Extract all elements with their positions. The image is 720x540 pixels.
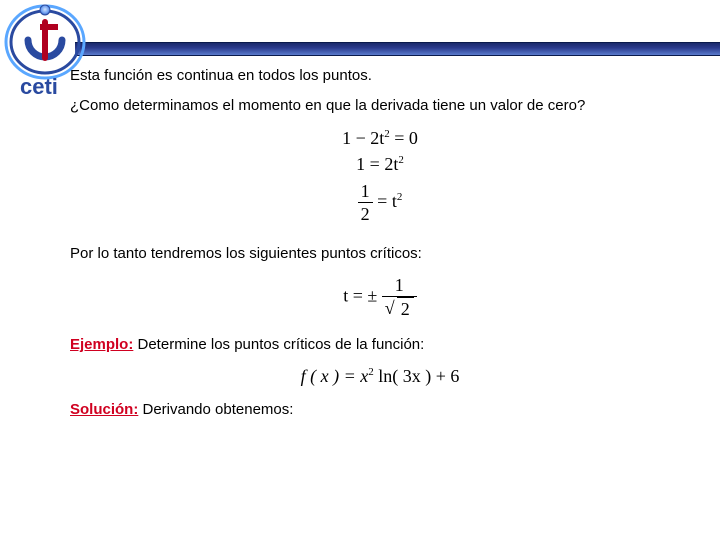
equation-1: 1 − 2t2 = 0	[70, 127, 690, 150]
equation-5: f ( x ) = x2 ln( 3x ) + 6	[70, 365, 690, 388]
para-continuous: Esta función es continua en todos los pu…	[70, 66, 690, 86]
equation-2: 1 = 2t2	[70, 153, 690, 176]
solucion-label: Solución:	[70, 401, 138, 418]
ejemplo-label: Ejemplo:	[70, 336, 133, 353]
para-critical-points: Por lo tanto tendremos los siguientes pu…	[70, 244, 690, 264]
slide-content: Esta función es continua en todos los pu…	[70, 66, 690, 430]
para-solution: Solución: Derivando obtenemos:	[70, 400, 690, 420]
logo-text: ceti	[20, 74, 58, 98]
equation-3: 12 = t2	[70, 180, 690, 226]
equation-4: t = ± 1 2	[70, 274, 690, 321]
para-example: Ejemplo: Determine los puntos críticos d…	[70, 335, 690, 355]
para-question: ¿Como determinamos el momento en que la …	[70, 96, 690, 116]
header-divider-bar	[75, 42, 720, 56]
